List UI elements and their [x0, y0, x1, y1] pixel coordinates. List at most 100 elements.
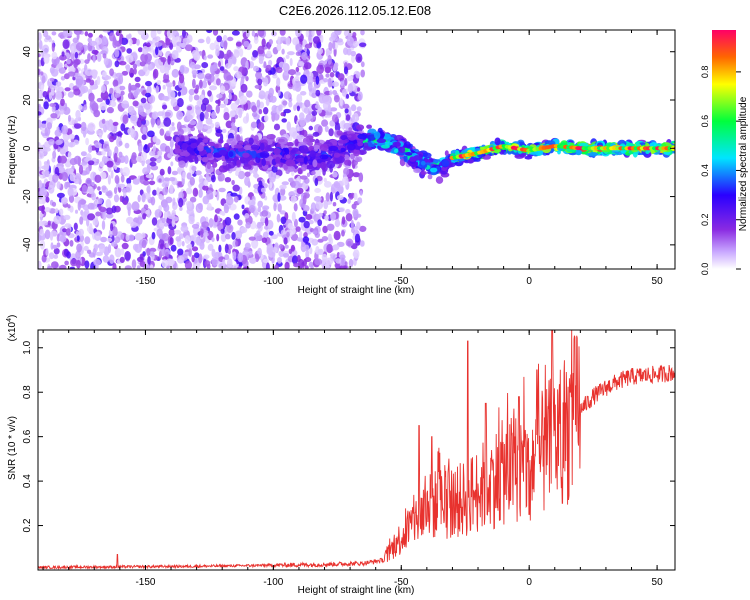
spectral-blob: [117, 183, 126, 188]
spectral-blob: [677, 144, 683, 150]
spectral-blob: [357, 91, 363, 101]
spectral-blob: [84, 59, 90, 64]
spectral-blob: [279, 210, 287, 215]
spectral-blob: [122, 103, 130, 109]
spectral-blob: [170, 98, 178, 107]
spectral-blob: [243, 145, 252, 151]
spectral-blob: [244, 176, 251, 187]
spectral-blob: [311, 110, 318, 116]
spectral-blob: [56, 181, 61, 190]
spectral-blob: [278, 244, 284, 249]
spectral-blob: [341, 216, 346, 225]
x-tick-label: 50: [652, 276, 664, 287]
spectral-blob: [112, 262, 117, 269]
spectral-blob: [55, 81, 62, 87]
spectrogram-frame: [37, 29, 676, 270]
spectral-blob: [343, 167, 350, 176]
spectral-blob: [329, 36, 336, 42]
spectral-blob: [285, 37, 291, 46]
spectral-blob: [320, 161, 327, 170]
spectral-blob: [174, 148, 182, 154]
spectral-blob: [218, 149, 227, 156]
spectral-blob: [254, 84, 263, 90]
spectral-blob: [124, 251, 131, 261]
spectral-blob: [192, 187, 199, 197]
spectral-blob: [311, 238, 319, 246]
spectral-blob: [188, 138, 197, 144]
spectral-blob: [43, 55, 50, 64]
spectral-blob: [256, 221, 262, 229]
spectral-blob: [164, 66, 169, 76]
spectral-blob: [335, 258, 342, 264]
spectral-blob: [161, 95, 169, 101]
spectral-blob: [329, 89, 333, 96]
spectral-blob: [150, 196, 156, 206]
colorbar-tick-label: 0.4: [700, 164, 710, 177]
spectral-blob: [60, 98, 65, 107]
spectral-blob: [85, 137, 89, 146]
spectral-blob: [48, 180, 56, 189]
spectral-blob: [295, 30, 302, 37]
spectral-blob: [304, 99, 311, 108]
spectral-blob: [229, 110, 236, 118]
spectral-blob: [474, 158, 481, 162]
spectral-blob: [163, 72, 170, 83]
spectral-blob: [73, 155, 82, 165]
spectral-blob: [260, 216, 267, 223]
spectral-blob: [578, 142, 589, 148]
spectral-blob: [140, 53, 149, 63]
y-tick-label: 0.2: [22, 518, 33, 532]
spectral-blob: [342, 103, 350, 109]
spectral-blob: [276, 77, 281, 87]
spectral-blob: [359, 240, 365, 247]
spectral-blob: [325, 192, 330, 202]
spectral-blob: [155, 46, 159, 56]
spectral-blob: [188, 88, 195, 96]
spectral-blob: [118, 61, 127, 66]
spectral-blob: [257, 134, 262, 141]
spectral-blob: [52, 173, 59, 183]
spectral-blob: [130, 115, 137, 122]
spectral-blob: [113, 152, 118, 163]
spectral-blob: [233, 49, 240, 58]
spectral-blob: [302, 236, 310, 244]
spectral-blob: [340, 135, 348, 141]
spectral-blob: [64, 87, 71, 92]
spectral-blob: [182, 30, 186, 38]
spectral-blob: [155, 85, 160, 94]
spectral-blob: [524, 155, 533, 160]
snr-x-ticks: -150 -100 -50 0 50: [42, 330, 663, 588]
spectral-blob: [233, 66, 240, 72]
spectral-blob: [430, 167, 438, 173]
spectral-blob: [147, 256, 151, 265]
spectral-blob: [175, 136, 180, 143]
spectral-blob: [101, 220, 106, 231]
spectral-blob: [122, 200, 128, 206]
spectral-blob: [223, 71, 232, 82]
spectral-blob: [212, 30, 219, 36]
spectral-blob: [239, 126, 243, 135]
spectral-blob: [99, 161, 105, 168]
spectral-blob: [156, 80, 162, 85]
spectral-blob: [159, 168, 165, 176]
spectral-blob: [167, 258, 175, 266]
spectral-blob: [325, 111, 333, 116]
spectral-blob: [165, 196, 173, 204]
spectral-blob: [305, 249, 310, 259]
spectral-blob: [199, 241, 205, 250]
spectral-blob: [235, 171, 239, 177]
spectral-blob: [323, 210, 327, 215]
spectral-blob: [106, 237, 113, 242]
spectral-blob: [394, 148, 399, 153]
spectral-blob: [64, 181, 69, 190]
spectral-blob: [277, 257, 282, 264]
spectral-blob: [101, 149, 106, 156]
spectral-blob: [51, 51, 58, 60]
spectral-blob: [38, 179, 42, 189]
spectral-blob: [149, 151, 156, 157]
spectral-blob: [48, 139, 55, 146]
spectral-blob: [189, 176, 195, 186]
spectral-blob: [126, 48, 132, 54]
spectral-blob: [181, 240, 185, 247]
spectral-blob: [252, 111, 258, 118]
